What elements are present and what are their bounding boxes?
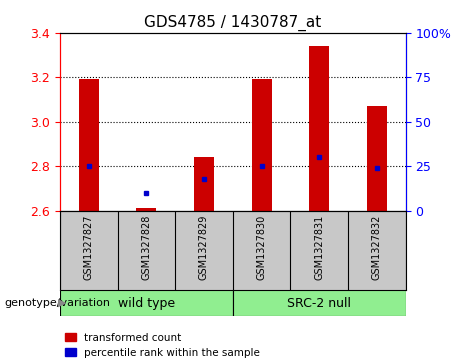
Text: GSM1327832: GSM1327832	[372, 215, 382, 280]
Bar	[309, 46, 329, 211]
Text: GSM1327830: GSM1327830	[257, 215, 266, 280]
Bar	[79, 79, 99, 211]
Text: genotype/variation: genotype/variation	[5, 298, 111, 308]
Text: GSM1327827: GSM1327827	[84, 215, 94, 280]
Bar	[136, 208, 156, 211]
FancyBboxPatch shape	[60, 290, 233, 316]
FancyBboxPatch shape	[233, 290, 406, 316]
Bar	[194, 157, 214, 211]
Title: GDS4785 / 1430787_at: GDS4785 / 1430787_at	[144, 15, 321, 31]
Text: ▶: ▶	[58, 298, 66, 308]
Bar	[252, 79, 272, 211]
Text: GSM1327828: GSM1327828	[142, 215, 151, 280]
Text: GSM1327831: GSM1327831	[314, 215, 324, 280]
Text: wild type: wild type	[118, 297, 175, 310]
Text: SRC-2 null: SRC-2 null	[287, 297, 351, 310]
Text: GSM1327829: GSM1327829	[199, 215, 209, 280]
Bar	[367, 106, 387, 211]
Legend: transformed count, percentile rank within the sample: transformed count, percentile rank withi…	[65, 333, 260, 358]
